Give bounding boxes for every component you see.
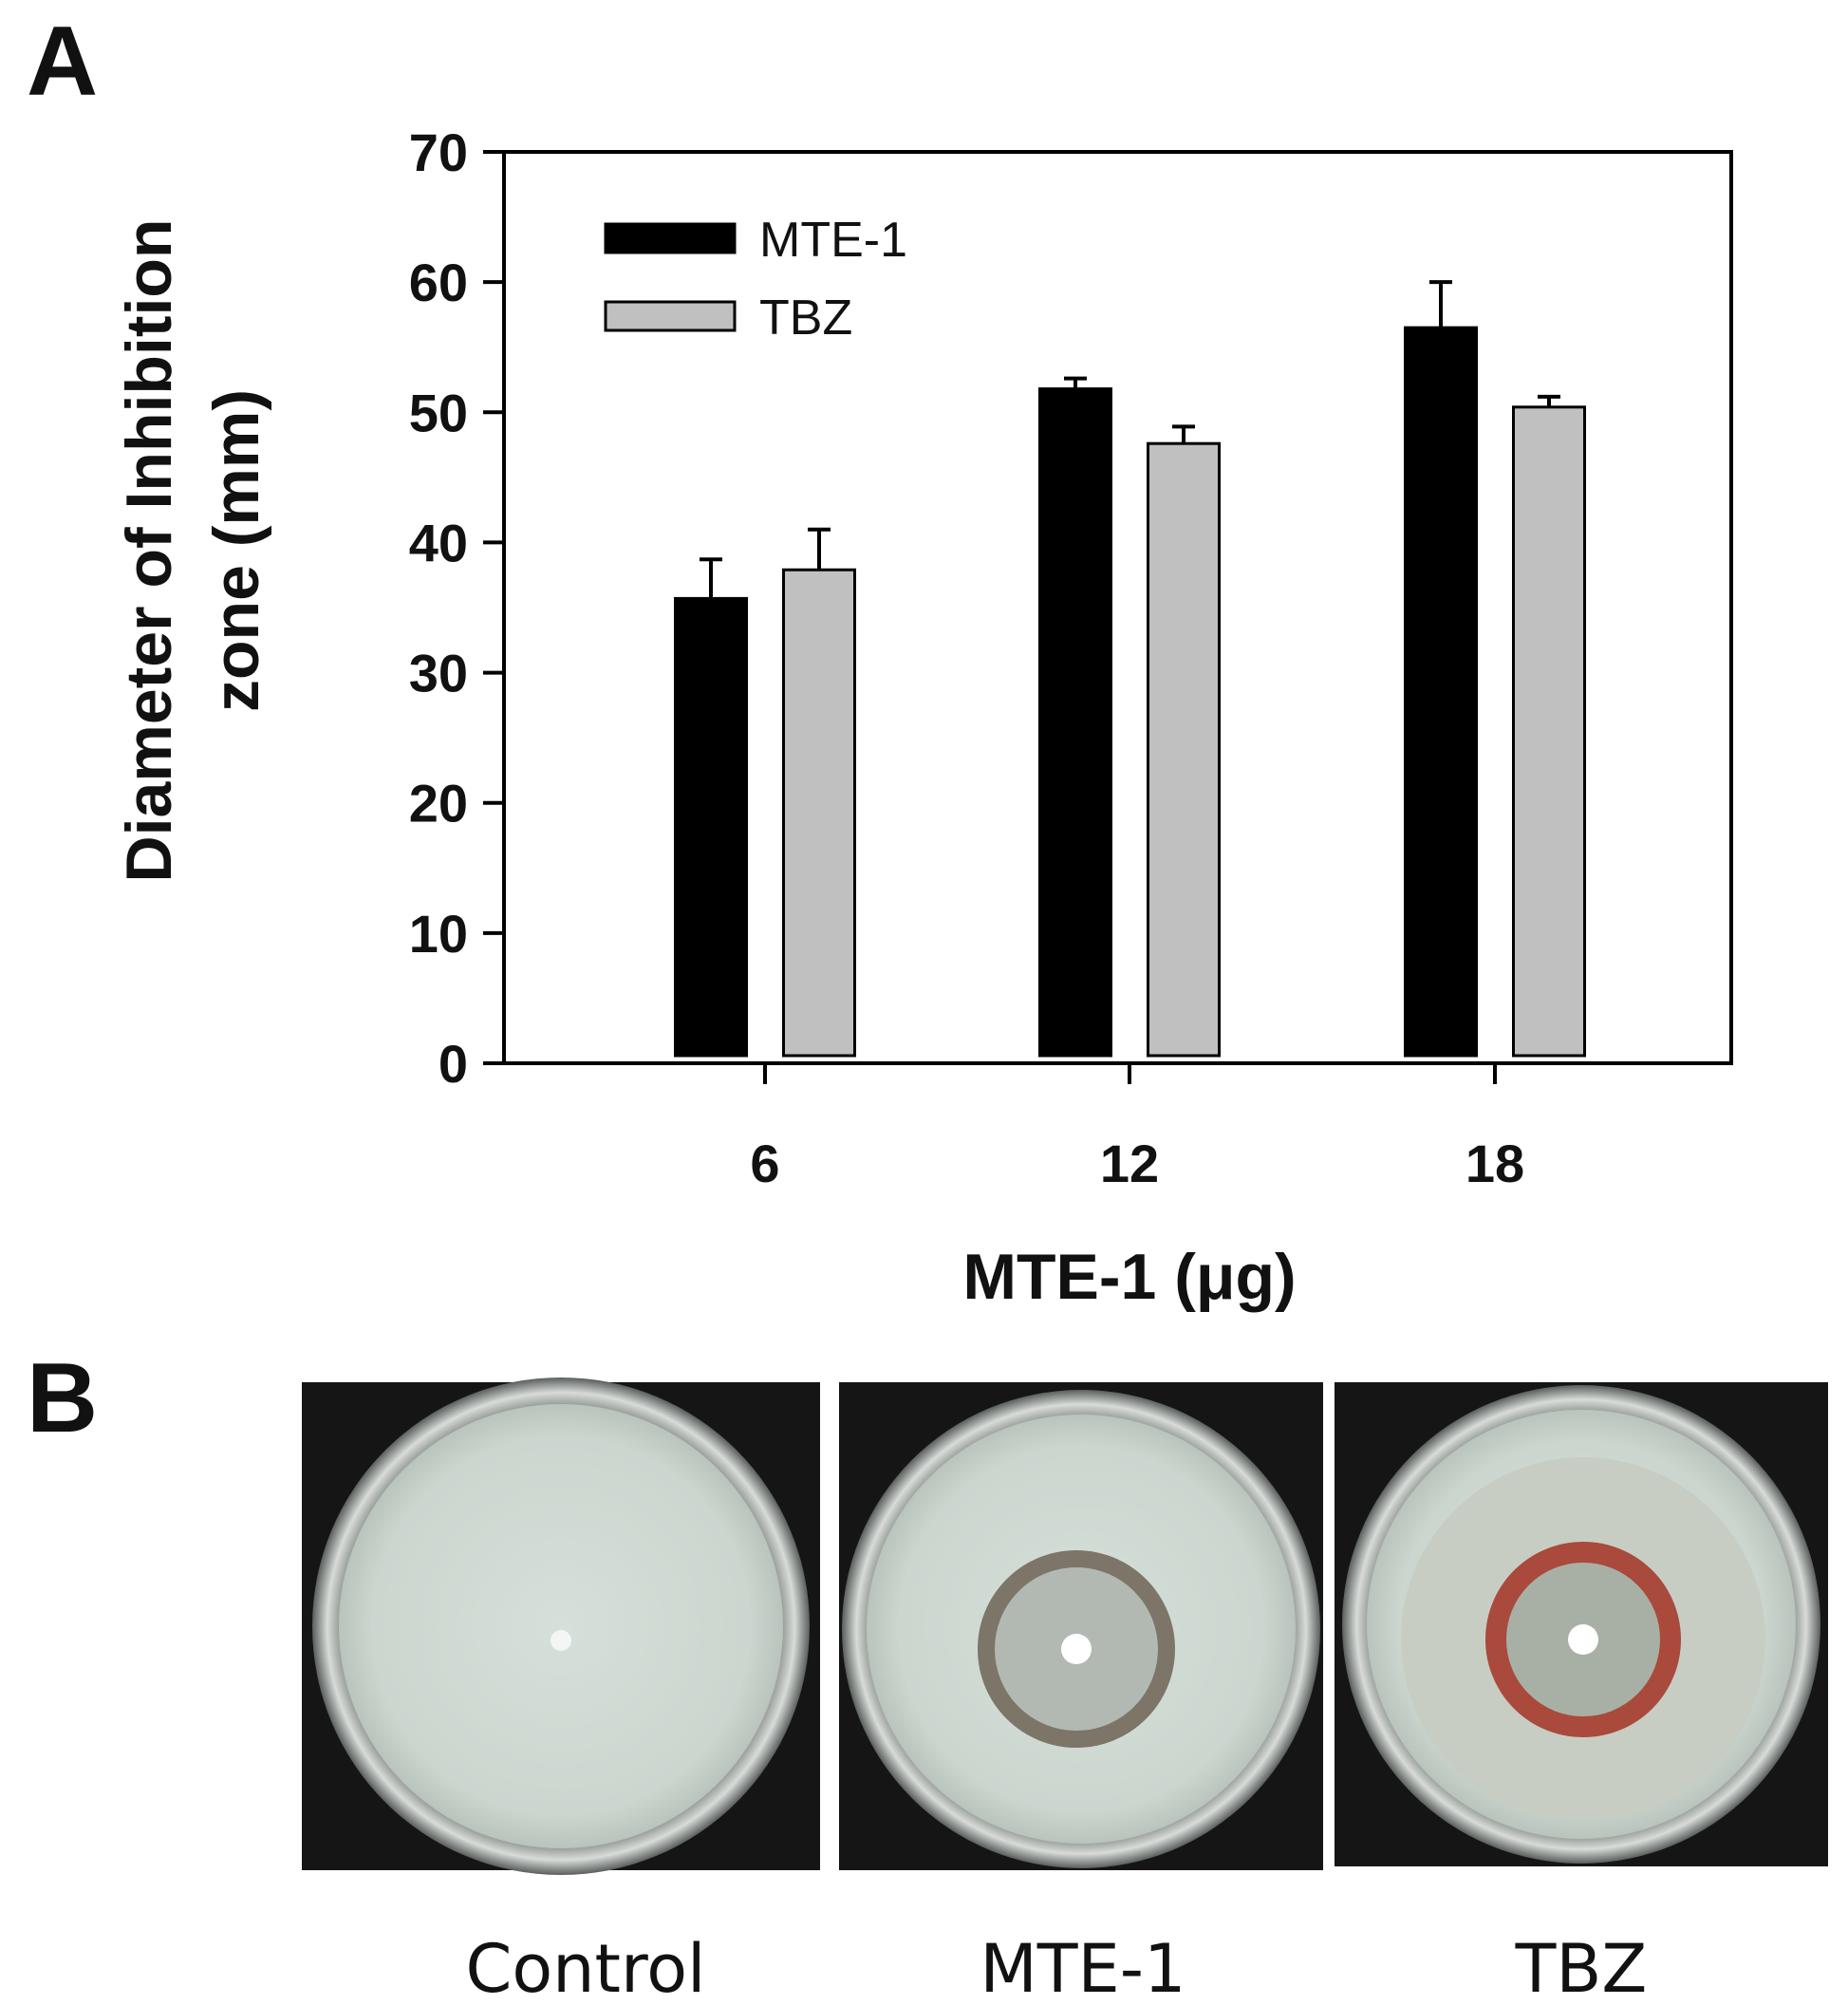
legend: MTE-1 TBZ [604, 213, 907, 346]
bar-chart: Diameter of Inhibition zone (mm) 0 10 20 30… [113, 122, 1733, 1313]
y-tick-label: 50 [409, 383, 468, 442]
y-axis-title-line-2: zone (mm) [200, 389, 272, 712]
legend-label-mte-1: MTE-1 [759, 213, 907, 268]
plate-label-tbz: TBZ [1515, 1930, 1648, 2005]
legend-swatch-tbz [604, 300, 737, 332]
paper-disc [1568, 1624, 1598, 1655]
legend-swatch-mte-1 [604, 222, 737, 254]
y-tick-label: 60 [409, 253, 468, 312]
x-axis-title: MTE-1 (μg) [962, 1241, 1296, 1313]
bar-tbz-6 [782, 568, 856, 1058]
bar-mte-1-6 [674, 596, 748, 1058]
x-tick-label: 6 [750, 1134, 779, 1193]
y-tick-label: 70 [409, 122, 468, 182]
plate-label-mte-1: MTE-1 [980, 1930, 1185, 2005]
x-tick-label: 12 [1100, 1134, 1159, 1193]
plate-photo-mte-1 [839, 1382, 1323, 1870]
paper-disc [551, 1630, 571, 1651]
plot-frame [502, 150, 1733, 1065]
y-tick-label: 0 [439, 1034, 468, 1094]
panel-label-b: B [27, 1343, 98, 1453]
plate-photo-control [302, 1377, 820, 1875]
error-bars [700, 280, 1560, 599]
y-tick-label: 10 [409, 904, 468, 964]
y-tick-label: 40 [409, 513, 468, 572]
y-tick-label: 30 [409, 644, 468, 703]
plate-label-control: Control [465, 1930, 705, 2005]
bar-mte-1-12 [1038, 387, 1112, 1058]
y-tick-label: 20 [409, 774, 468, 834]
bar-tbz-12 [1147, 441, 1221, 1058]
plate-photo-tbz [1335, 1382, 1828, 1866]
y-axis-ticks: 0 10 20 30 40 50 60 70 [409, 122, 504, 1094]
paper-disc [1061, 1634, 1092, 1664]
panel-label-a: A [27, 7, 98, 117]
bars [674, 326, 1586, 1058]
bar-mte-1-18 [1404, 326, 1478, 1058]
x-tick-label: 18 [1465, 1134, 1524, 1193]
bar-tbz-18 [1512, 405, 1586, 1058]
legend-label-tbz: TBZ [759, 290, 852, 346]
x-axis-ticks: 6 12 18 [750, 1063, 1524, 1193]
y-axis-title-line-1: Diameter of Inhibition [113, 219, 185, 883]
y-axis-title: Diameter of Inhibition zone (mm) [113, 219, 272, 883]
